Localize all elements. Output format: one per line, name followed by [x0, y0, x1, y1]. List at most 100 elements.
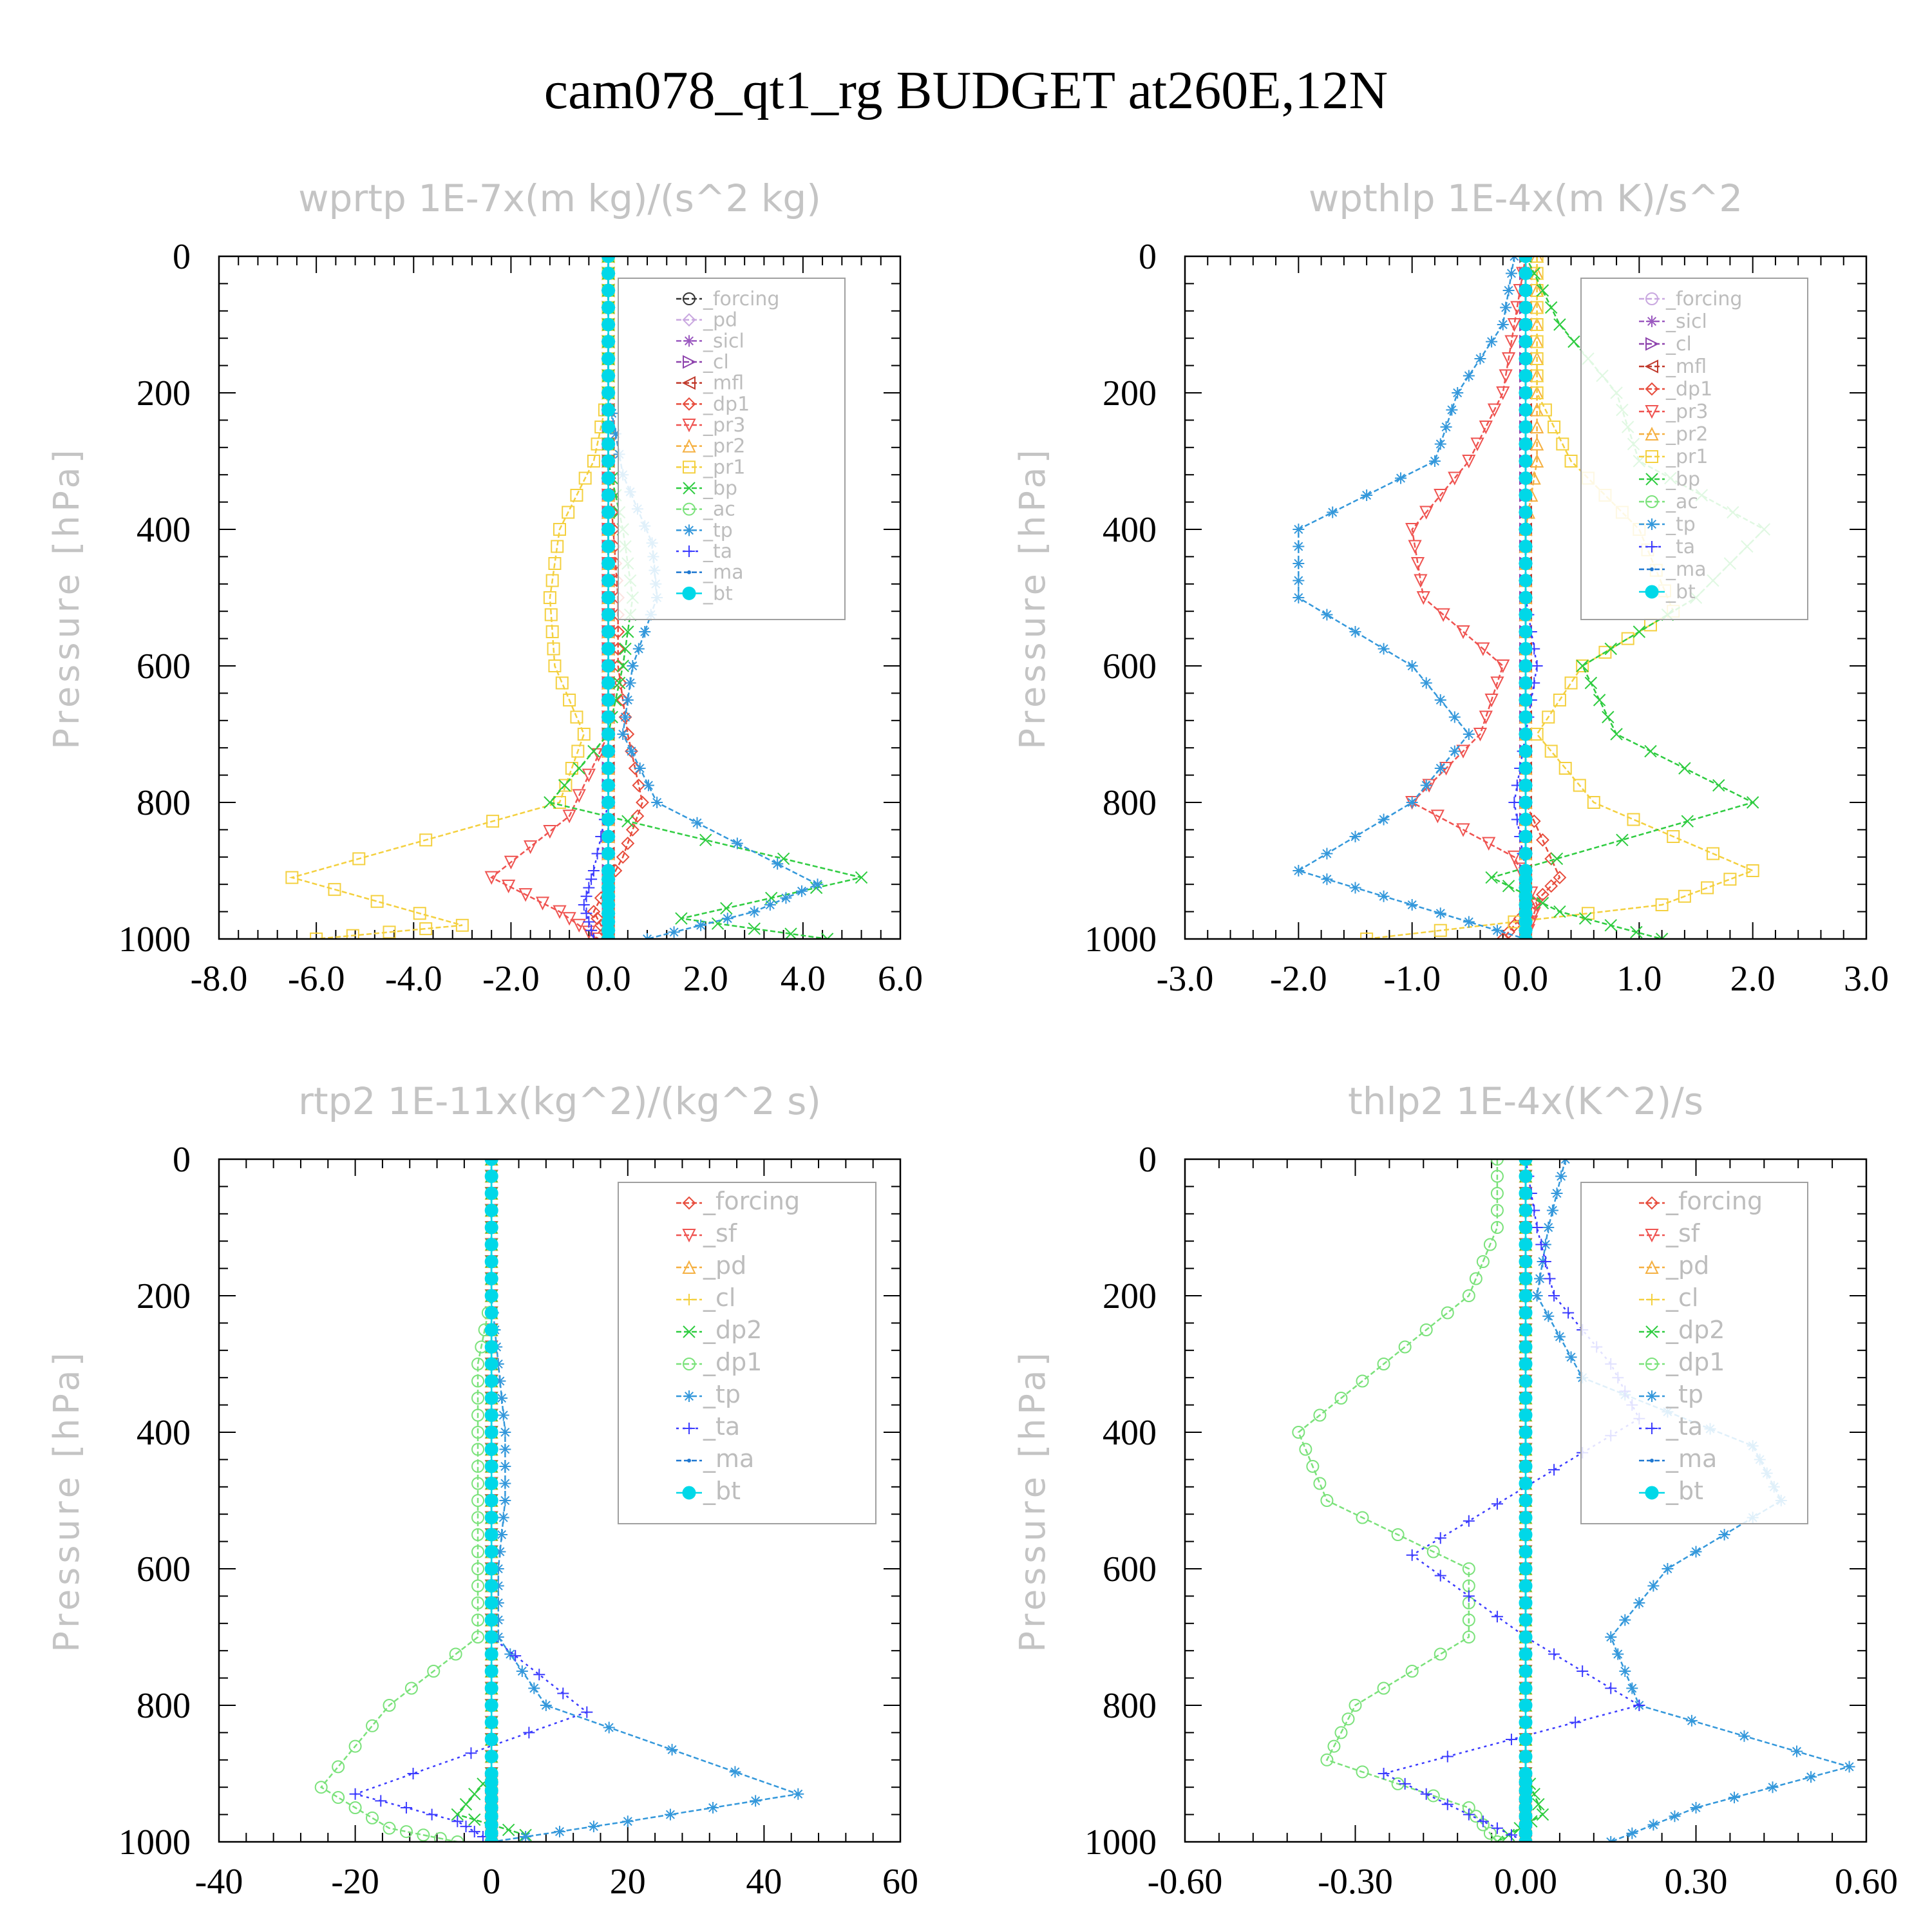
data-point [484, 1835, 498, 1842]
legend-label: _pr3 [1665, 401, 1708, 423]
data-point [1605, 1631, 1617, 1643]
data-point [1434, 762, 1446, 774]
data-point [1610, 728, 1623, 741]
y-axis-label: Pressure [hPa] [1012, 446, 1053, 749]
data-point [1462, 1562, 1475, 1575]
legend-item: _forcing [1639, 1187, 1763, 1215]
data-point [612, 676, 626, 690]
data-point [601, 591, 616, 605]
legend-label: _pd [1665, 1251, 1709, 1280]
data-point [621, 815, 634, 828]
y-tick-label: 800 [1103, 783, 1157, 823]
data-point [1502, 285, 1515, 296]
data-point [1490, 1221, 1504, 1234]
x-tick-label: 40 [746, 1862, 782, 1902]
data-point [328, 883, 341, 896]
legend-label: _bp [1665, 468, 1700, 491]
y-tick-label: 1000 [118, 920, 191, 960]
data-point [545, 625, 559, 638]
data-point [609, 428, 621, 440]
legend-item: _forcing [1639, 288, 1742, 310]
y-tick-label: 0 [173, 1140, 191, 1180]
data-point [1420, 1788, 1432, 1800]
data-point [1505, 1734, 1517, 1745]
data-point [1593, 694, 1606, 706]
data-point [455, 918, 469, 932]
data-point [748, 922, 761, 935]
data-point [1448, 745, 1461, 757]
data-point [484, 1511, 498, 1524]
data-point [1519, 659, 1533, 673]
x-tick-label: 20 [610, 1862, 646, 1902]
x-tick-label: 2.0 [683, 959, 728, 999]
data-point [285, 871, 299, 884]
data-point [484, 1357, 498, 1371]
panel-title: wpthlp 1E-4x(m K)/s^2 [1309, 176, 1743, 220]
legend-marker [1645, 473, 1658, 486]
legend-label: _forcing [703, 1187, 800, 1215]
legend-item: _pd [676, 1251, 746, 1280]
data-point [1805, 1771, 1817, 1783]
data-point [1576, 659, 1589, 672]
data-point [1766, 1781, 1779, 1794]
data-point [1462, 1613, 1475, 1627]
data-point [580, 890, 592, 902]
data-point [1462, 455, 1476, 469]
data-point [523, 1727, 535, 1739]
data-point [1378, 643, 1390, 655]
data-point [1519, 932, 1533, 939]
legend-item: _pr1 [1639, 446, 1708, 468]
data-point [729, 1766, 741, 1778]
data-point [1378, 813, 1390, 826]
data-point [1530, 256, 1544, 263]
data-point [1567, 335, 1580, 348]
x-tick-label: 3.0 [1844, 959, 1889, 999]
legend-item: _ac [1639, 491, 1698, 513]
legend-label: _cl [1665, 333, 1692, 355]
data-point [484, 1630, 498, 1644]
legend-item: _ta [1639, 536, 1695, 558]
legend-label: _ta [703, 1412, 740, 1441]
data-point [1395, 472, 1407, 484]
data-point [616, 659, 629, 672]
data-point [1519, 1425, 1533, 1439]
data-point [1321, 873, 1333, 886]
data-point [1519, 1323, 1533, 1337]
data-point [543, 591, 556, 604]
data-point [1440, 421, 1452, 433]
data-point [691, 817, 703, 829]
data-point [1499, 369, 1513, 383]
legend-marker [1645, 1358, 1658, 1370]
data-point [471, 1562, 485, 1575]
data-point [484, 1159, 498, 1166]
legend-label: _ta [703, 540, 732, 563]
data-point [1313, 1408, 1327, 1422]
data-point [1519, 1357, 1533, 1371]
plot-area [285, 256, 868, 939]
data-point [1706, 847, 1719, 860]
data-point [1406, 1549, 1418, 1561]
data-point [518, 888, 533, 902]
panel-title: rtp2 1E-11x(kg^2)/(kg^2 s) [298, 1079, 821, 1123]
series-bt [1519, 1159, 1533, 1842]
data-point [1536, 833, 1549, 847]
data-point [1434, 923, 1447, 937]
data-point [1519, 1289, 1533, 1303]
legend-label: _mfl [1665, 355, 1707, 378]
legend-marker [1646, 541, 1658, 553]
legend-label: _sf [703, 1219, 738, 1247]
data-point [1313, 1477, 1327, 1490]
data-point [554, 1826, 565, 1838]
legend-marker [1645, 585, 1659, 599]
data-point [1519, 591, 1533, 605]
legend-item: _pr3 [1639, 401, 1708, 423]
data-point [1647, 1819, 1660, 1831]
legend-label: _tp [1665, 513, 1696, 536]
data-point [1490, 1159, 1504, 1166]
data-point [471, 1631, 485, 1643]
data-point [1544, 1273, 1556, 1285]
data-point [499, 1443, 511, 1455]
data-point [499, 1426, 511, 1438]
x-tick-label: -2.0 [1270, 959, 1327, 999]
data-point [1293, 540, 1305, 553]
